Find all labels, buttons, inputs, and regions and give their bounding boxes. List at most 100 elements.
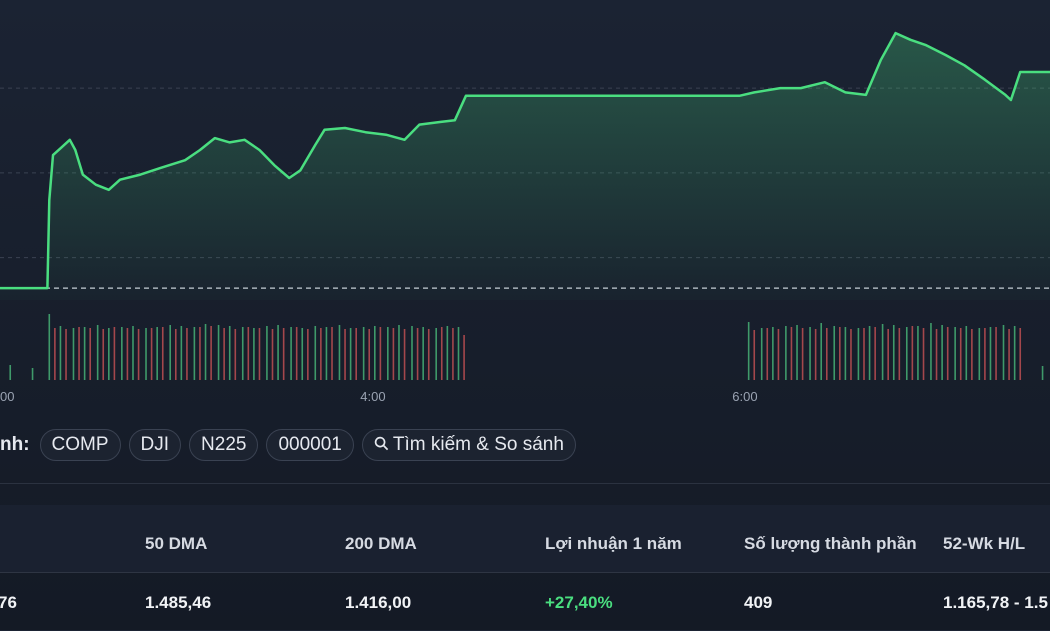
volume-bar	[9, 365, 12, 380]
volume-bar	[241, 327, 244, 380]
compare-chip[interactable]: Tìm kiếm & So sánh	[361, 429, 576, 461]
compare-chip[interactable]: DJI	[128, 429, 182, 461]
compare-label: nh:	[0, 434, 30, 455]
volume-bar	[411, 326, 413, 380]
volume-bar	[1013, 326, 1016, 380]
x-tick-label: 4:00	[360, 389, 385, 404]
column-header: Lợi nhuận 1 năm	[545, 534, 682, 553]
price-line	[0, 31, 1050, 290]
volume-bar	[801, 328, 804, 380]
chip-text: N225	[201, 434, 247, 455]
column-header: 50 DMA	[145, 534, 208, 553]
volume-bar	[59, 326, 62, 380]
volume-bar	[917, 326, 919, 380]
volume-bar	[839, 327, 841, 380]
volume-bar	[132, 326, 134, 380]
volume-bar	[314, 326, 317, 380]
volume-bar	[978, 328, 981, 380]
volume-bar	[941, 325, 943, 380]
volume-bar	[892, 325, 895, 380]
volume-bar	[331, 327, 333, 380]
volume-bar	[150, 328, 153, 380]
x-tick-label: 6:00	[732, 389, 757, 404]
volume-bar	[193, 327, 196, 380]
volume-bar	[825, 328, 828, 380]
volume-bar	[874, 327, 876, 380]
x-tick-label: 00	[0, 389, 14, 404]
volume-bar	[857, 328, 860, 380]
volume-bar	[186, 328, 188, 380]
compare-bar: nh: COMP DJI N225 000001 Tìm kiếm & So sánh	[0, 428, 576, 462]
volume-bar	[766, 328, 769, 380]
volume-bar	[65, 329, 67, 380]
volume-bar	[349, 328, 352, 380]
volume-bar	[457, 327, 460, 380]
volume-bar	[971, 329, 973, 380]
volume-bar	[403, 329, 406, 380]
compare-chip[interactable]: 000001	[266, 429, 354, 461]
chart: 00 4:00 6:00	[0, 31, 1050, 404]
volume-bar	[234, 329, 237, 380]
volume-bar	[772, 327, 774, 380]
volume-bar	[108, 328, 110, 380]
volume-bar	[338, 325, 341, 380]
volume-bar	[814, 329, 817, 380]
volume-bar	[796, 325, 798, 380]
volume-bar	[833, 326, 836, 380]
volume-bar	[320, 328, 322, 380]
volume-bar	[747, 322, 750, 380]
volume-bar	[898, 328, 901, 380]
volume-bar	[113, 327, 116, 380]
volume-bar	[102, 329, 105, 380]
volume-bar	[881, 324, 884, 380]
volume-bar	[989, 327, 992, 380]
volume-bar	[398, 325, 400, 380]
volume-bar	[210, 326, 212, 380]
volume-bar	[228, 326, 231, 380]
volume-bar	[416, 328, 419, 380]
volume-bar	[922, 328, 925, 380]
volume-bar	[954, 327, 956, 380]
volume-bar	[253, 328, 255, 380]
volume-bar	[368, 329, 371, 380]
volume-bar	[307, 329, 309, 380]
volume-bar	[295, 327, 298, 380]
volume-bar	[1041, 366, 1044, 380]
compare-chip[interactable]: COMP	[39, 429, 121, 461]
volume-bar	[440, 327, 443, 380]
volume-bar	[169, 325, 171, 380]
separator	[0, 483, 1050, 484]
volume-bar	[905, 327, 908, 380]
column-header: 200 DMA	[345, 534, 417, 553]
volume-bar	[1008, 329, 1010, 380]
volume-bar	[868, 326, 871, 380]
compare-chip[interactable]: N225	[189, 429, 259, 461]
volume-bar	[809, 327, 811, 380]
volume-bar	[844, 327, 847, 380]
volume-bar	[266, 326, 268, 380]
volume-bar	[427, 329, 430, 380]
chip-text: COMP	[51, 434, 109, 455]
cell-value: 1.485,46	[145, 593, 212, 612]
volume-bar	[887, 329, 889, 380]
volume-bar	[355, 328, 358, 380]
volume-bar	[1002, 325, 1005, 380]
volume-bar	[760, 328, 763, 380]
volume-bar	[379, 327, 382, 380]
volume-bar	[790, 327, 793, 380]
volume-bar	[863, 328, 865, 380]
volume-bar	[54, 328, 56, 380]
volume-bar	[72, 328, 75, 380]
volume-bar	[282, 328, 285, 380]
volume-bar	[31, 368, 34, 380]
volume-bar	[1019, 328, 1022, 380]
chip-text: Tìm kiếm & So sánh	[392, 434, 564, 455]
volume-bar	[374, 326, 376, 380]
volume-bar	[48, 314, 51, 380]
volume-bar	[174, 329, 177, 380]
volume-bar	[435, 328, 437, 380]
volume-bar	[930, 323, 932, 380]
volume-bar	[446, 326, 449, 380]
volume-bar	[301, 328, 304, 380]
